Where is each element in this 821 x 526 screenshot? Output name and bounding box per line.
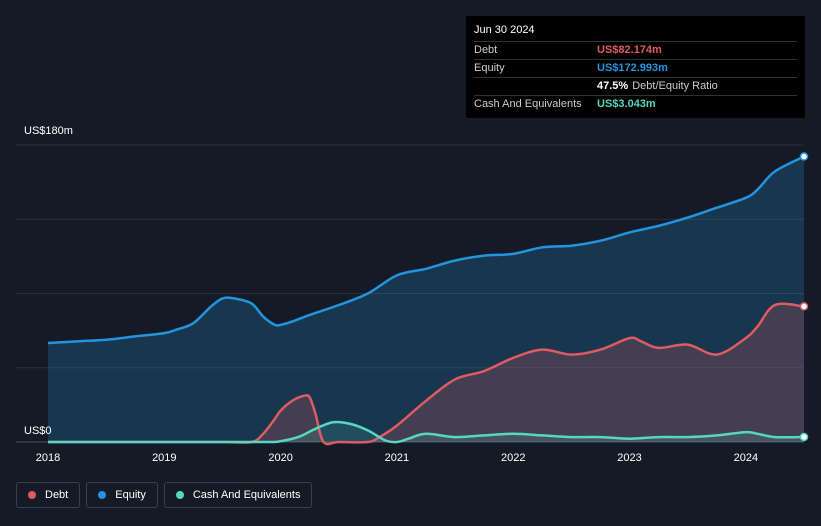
legend-item-equity[interactable]: Equity (86, 482, 158, 508)
tooltip-date: Jun 30 2024 (474, 24, 535, 36)
cash-and-equivalents-area (48, 421, 804, 443)
x-tick-label: 2022 (501, 452, 525, 464)
tooltip-row-cash: Cash And Equivalents US$3.043m (474, 95, 797, 113)
x-tick-label: 2023 (617, 452, 641, 464)
y-tick-label-top: US$180m (24, 125, 73, 137)
x-tick-label: 2019 (152, 452, 176, 464)
tooltip-value: 47.5% (597, 80, 629, 92)
tooltip-value: US$82.174m (597, 44, 662, 56)
x-tick-label: 2020 (268, 452, 292, 464)
cash-dot-icon (175, 491, 184, 499)
x-tick-label: 2024 (734, 452, 758, 464)
equity-area (48, 156, 804, 442)
debt-dot-icon (28, 491, 36, 499)
tooltip-label (474, 78, 597, 95)
tooltip-label: Equity (474, 62, 505, 74)
cash-and-equivalents-endpoint (799, 432, 809, 442)
chart-legend: Debt Equity Cash And Equivalents (16, 482, 313, 508)
x-tick-label: 2021 (385, 452, 409, 464)
tooltip-value: US$172.993m (597, 62, 668, 74)
tooltip-value: US$3.043m (597, 98, 656, 110)
tooltip-row-debt: Debt US$82.174m (474, 41, 797, 59)
x-axis: 2018 2019 2020 2021 2022 2023 2024 (36, 452, 758, 464)
tooltip-label: Debt (474, 44, 498, 56)
legend-label: Equity (115, 489, 146, 501)
legend-item-debt[interactable]: Debt (16, 482, 81, 508)
debt-line (48, 302, 805, 446)
legend-item-cash[interactable]: Cash And Equivalents (163, 482, 313, 508)
series-endpoints (799, 152, 809, 442)
cash-and-equivalents-line (48, 420, 805, 444)
debt-endpoint (799, 302, 809, 311)
tooltip-row-equity: Equity US$172.993m (474, 59, 797, 77)
tooltip-panel: Jun 30 2024 Debt US$82.174m Equity US$17… (466, 16, 805, 118)
x-tick-label: 2018 (36, 452, 60, 464)
tooltip-label: Cash And Equivalents (474, 98, 582, 110)
equity-endpoint (799, 152, 809, 161)
equity-line (47, 155, 805, 345)
legend-label: Debt (45, 489, 69, 501)
tooltip-row-ratio: 47.5% Debt/Equity Ratio (474, 77, 797, 95)
y-tick-label-bottom: US$0 (24, 425, 52, 437)
debt-area (48, 303, 804, 445)
series-areas (48, 156, 804, 445)
series-lines (47, 155, 805, 446)
legend-label: Cash And Equivalents (192, 489, 301, 501)
equity-dot-icon (98, 491, 107, 499)
tooltip-ratio-caption: Debt/Equity Ratio (632, 80, 718, 92)
